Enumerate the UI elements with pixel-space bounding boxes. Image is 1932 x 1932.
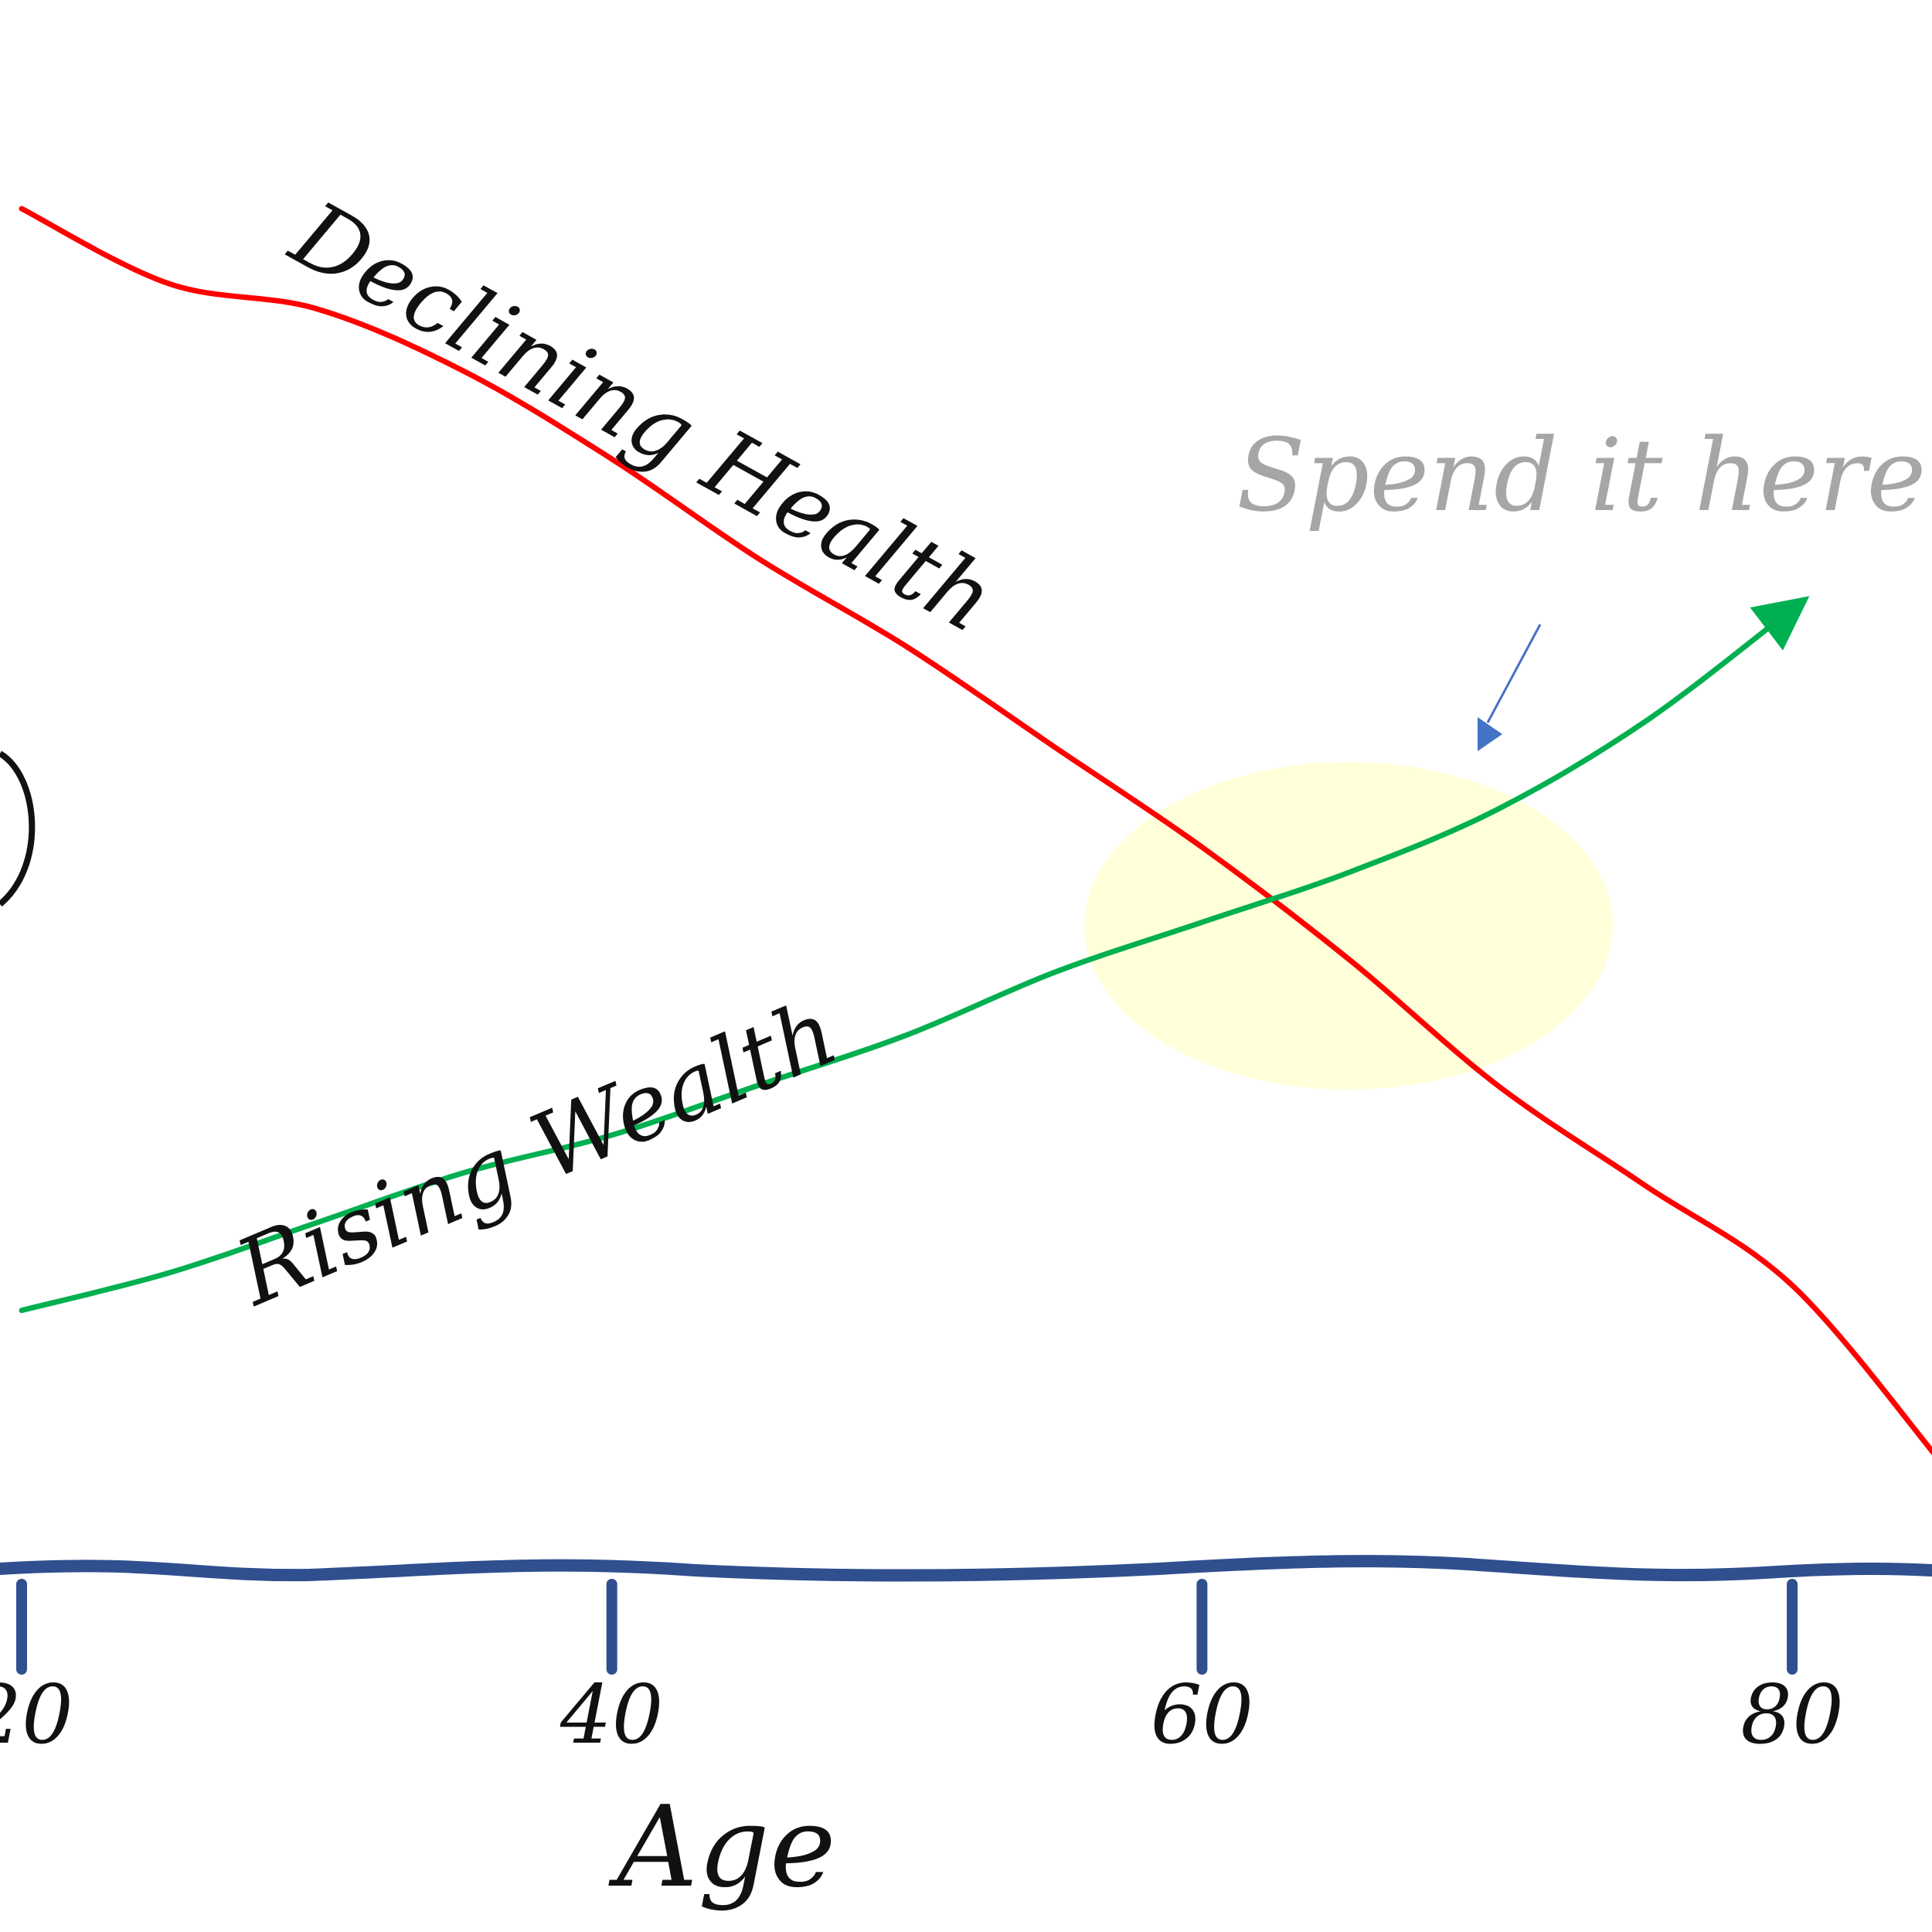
- annotation-spend-it-here: Spend it here: [1236, 417, 1926, 534]
- x-tick-label-80: 80: [1740, 1668, 1844, 1762]
- annotation-arrowhead-icon: [1478, 717, 1502, 751]
- annotation-arrow: [1486, 624, 1542, 723]
- series-line-declining-health: [19, 206, 1932, 1456]
- x-axis-ticks: [16, 1579, 1798, 1675]
- series-line-rising-wealth: [19, 596, 1810, 1314]
- x-axis-tick-labels: 20 40 60 80: [0, 1668, 1844, 1762]
- series-label-rising-wealth: Rising Wealth: [220, 978, 852, 1327]
- x-tick-label-60: 60: [1151, 1668, 1254, 1762]
- x-axis-line: [0, 1555, 1932, 1582]
- crossover-highlight: [1084, 762, 1613, 1090]
- x-axis-title: Age: [607, 1782, 835, 1913]
- x-tick-label-20: 20: [0, 1668, 73, 1762]
- x-tick-label-40: 40: [560, 1668, 664, 1762]
- series-label-declining-health: Declining Health: [274, 180, 1012, 654]
- partial-label-fragment: [0, 750, 36, 907]
